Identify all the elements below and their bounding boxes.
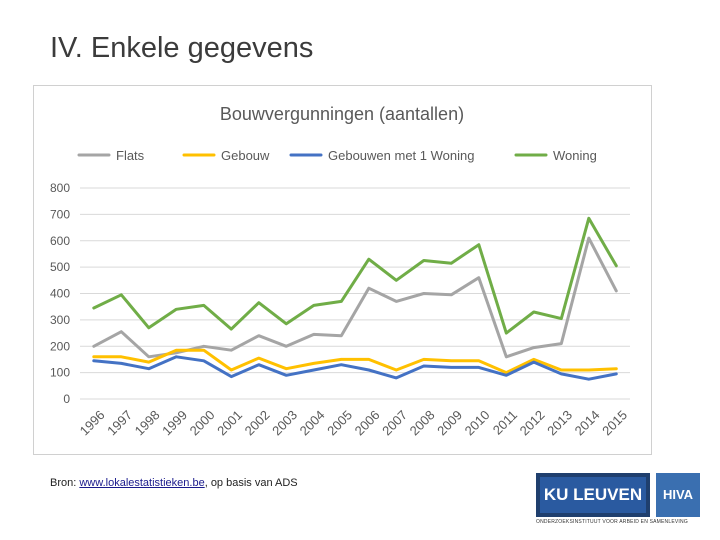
y-tick-label: 400 xyxy=(50,287,70,301)
x-tick-label: 2003 xyxy=(269,407,300,438)
y-tick-label: 0 xyxy=(63,392,70,406)
logo-subtitle: ONDERZOEKSINSTITUUT VOOR ARBEID EN SAMEN… xyxy=(536,519,688,525)
x-tick-label: 2013 xyxy=(544,407,575,438)
y-tick-label: 100 xyxy=(50,366,70,380)
x-tick-label: 2006 xyxy=(352,407,383,438)
legend-label: Flats xyxy=(116,148,145,163)
legend-label: Gebouwen met 1 Woning xyxy=(328,148,474,163)
source-note: Bron: www.lokalestatistieken.be, op basi… xyxy=(50,477,298,489)
ku-leuven-logo: KU LEUVEN xyxy=(536,473,650,517)
y-tick-label: 300 xyxy=(50,313,70,327)
x-tick-label: 2012 xyxy=(517,407,548,438)
x-tick-label: 2004 xyxy=(297,407,328,438)
x-tick-label: 1997 xyxy=(104,407,135,438)
series-line-woning xyxy=(92,216,618,335)
x-tick-label: 2008 xyxy=(407,407,438,438)
x-tick-label: 1996 xyxy=(77,407,108,438)
legend-label: Gebouw xyxy=(221,148,270,163)
x-tick-label: 2014 xyxy=(572,407,603,438)
chart-title: Bouwvergunningen (aantallen) xyxy=(220,104,464,124)
x-tick-label: 2007 xyxy=(379,407,410,438)
y-tick-label: 600 xyxy=(50,234,70,248)
x-tick-label: 2015 xyxy=(599,407,630,438)
x-tick-label: 1999 xyxy=(159,407,190,438)
x-tick-label: 2011 xyxy=(490,407,520,437)
legend-label: Woning xyxy=(553,148,597,163)
source-suffix: , op basis van ADS xyxy=(204,477,298,489)
x-tick-label: 2001 xyxy=(214,407,245,438)
hiva-logo: HIVA xyxy=(656,473,700,517)
x-tick-label: 2005 xyxy=(324,407,355,438)
source-link[interactable]: www.lokalestatistieken.be xyxy=(79,477,205,489)
slide-title: IV. Enkele gegevens xyxy=(50,32,314,64)
y-tick-label: 500 xyxy=(50,260,70,274)
series-line-gebouw xyxy=(92,348,618,375)
ku-leuven-hiva-logo: KU LEUVEN HIVA xyxy=(536,473,700,517)
series-line-flats xyxy=(92,236,618,359)
x-tick-label: 2002 xyxy=(242,407,273,438)
x-tick-label: 2000 xyxy=(187,407,218,438)
source-prefix: Bron: xyxy=(50,477,80,489)
y-tick-label: 700 xyxy=(50,207,70,221)
x-tick-label: 1998 xyxy=(132,407,163,438)
series-line-gebouwen-met-1-woning xyxy=(92,355,618,381)
x-tick-label: 2009 xyxy=(434,407,465,438)
x-tick-label: 2010 xyxy=(462,407,493,438)
line-chart: Bouwvergunningen (aantallen) 0 100 200 300 40… xyxy=(50,104,630,438)
chart-frame: Bouwvergunningen (aantallen) 0 100 200 300 40… xyxy=(33,85,652,455)
y-tick-label: 800 xyxy=(50,181,70,195)
y-tick-label: 200 xyxy=(50,339,70,353)
ku-leuven-label: KU LEUVEN xyxy=(540,477,646,513)
